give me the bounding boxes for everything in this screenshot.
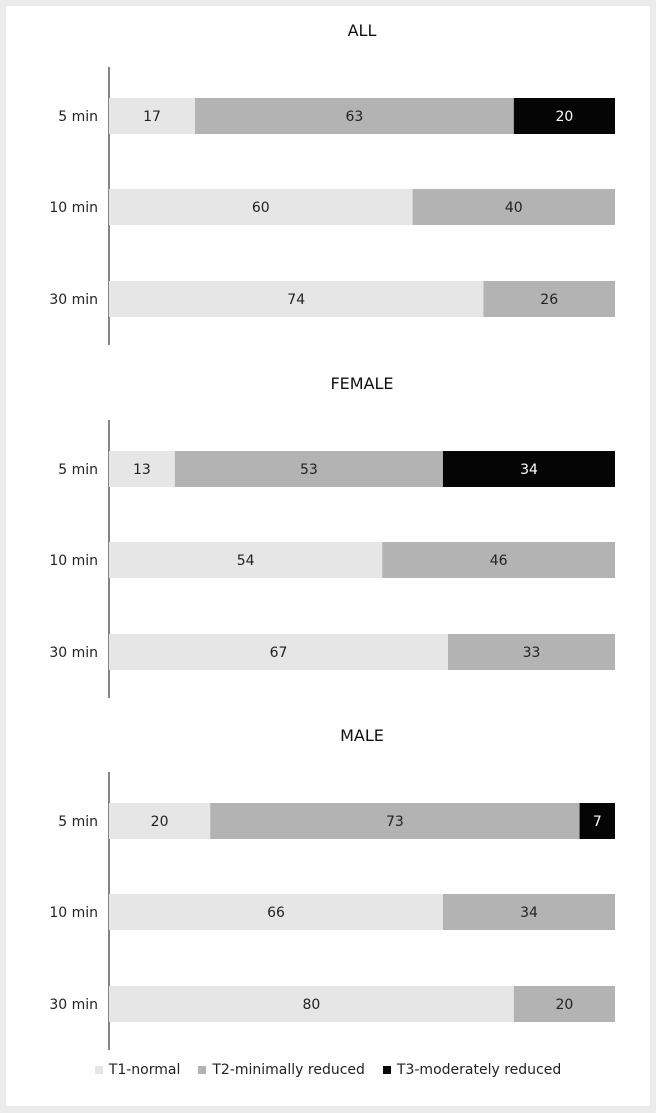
chart-title-male: MALE: [340, 726, 384, 745]
data-label: 34: [520, 905, 538, 921]
data-label: 40: [505, 200, 523, 216]
legend-label-t2: T2-minimally reduced: [212, 1062, 365, 1078]
data-label: 26: [540, 292, 558, 308]
legend-item-t1: T1-normal: [94, 1062, 181, 1078]
data-label: 73: [386, 814, 404, 830]
legend-label-t3: T3-moderately reduced: [396, 1062, 562, 1078]
data-label: 20: [151, 814, 169, 830]
category-label: 10 min: [49, 905, 98, 921]
data-label: 54: [237, 553, 255, 569]
bar-segment-t1: [109, 803, 211, 839]
category-label: 10 min: [49, 553, 98, 569]
category-label: 30 min: [49, 292, 98, 308]
category-label: 10 min: [49, 200, 98, 216]
legend: T1-normal T2-minimally reduced T3-modera…: [0, 1060, 656, 1080]
bar-segment-t2: [382, 542, 615, 578]
bar-segment-t1: [109, 986, 514, 1022]
legend-label-t1: T1-normal: [108, 1062, 181, 1078]
category-label: 30 min: [49, 645, 98, 661]
category-label: 5 min: [58, 462, 98, 478]
data-label: 33: [523, 645, 541, 661]
bar-segment-t2: [210, 803, 580, 839]
data-label: 67: [270, 645, 288, 661]
bar-segment-t2: [174, 451, 443, 487]
chart-title-female: FEMALE: [330, 374, 393, 393]
bar-segment-t3: [442, 451, 615, 487]
data-label: 20: [555, 997, 573, 1013]
bar-segment-t2: [513, 986, 615, 1022]
bar-segment-t1: [109, 634, 449, 670]
bar-segment-t2: [448, 634, 615, 670]
data-label: 7: [593, 814, 602, 830]
legend-swatch-t2: [198, 1066, 207, 1074]
data-label: 53: [300, 462, 318, 478]
bar-segment-t1: [109, 189, 413, 225]
legend-swatch-t1: [94, 1066, 103, 1074]
bar-segment-t3: [579, 803, 615, 839]
data-label: 80: [302, 997, 320, 1013]
legend-swatch-t3: [382, 1066, 391, 1074]
bar-segment-t1: [109, 98, 196, 134]
data-label: 63: [345, 109, 363, 125]
bar-segment-t1: [109, 894, 443, 930]
data-label: 46: [490, 553, 508, 569]
data-label: 74: [287, 292, 305, 308]
bar-segment-t1: [109, 451, 175, 487]
bar-segment-t2: [483, 281, 615, 317]
data-label: 17: [143, 109, 161, 125]
bar-segment-t2: [412, 189, 615, 225]
category-label: 30 min: [49, 997, 98, 1013]
data-label: 34: [520, 462, 538, 478]
bar-segment-t1: [109, 542, 383, 578]
legend-item-t2: T2-minimally reduced: [198, 1062, 365, 1078]
data-label: 60: [252, 200, 270, 216]
bar-segment-t1: [109, 281, 484, 317]
data-label: 13: [133, 462, 151, 478]
data-label: 20: [555, 109, 573, 125]
bar-segment-t2: [195, 98, 514, 134]
bar-segment-t2: [442, 894, 615, 930]
legend-item-t3: T3-moderately reduced: [382, 1062, 562, 1078]
chart-title-all: ALL: [348, 21, 377, 40]
data-label: 66: [267, 905, 285, 921]
bar-segment-t3: [513, 98, 615, 134]
category-label: 5 min: [58, 814, 98, 830]
category-label: 5 min: [58, 109, 98, 125]
